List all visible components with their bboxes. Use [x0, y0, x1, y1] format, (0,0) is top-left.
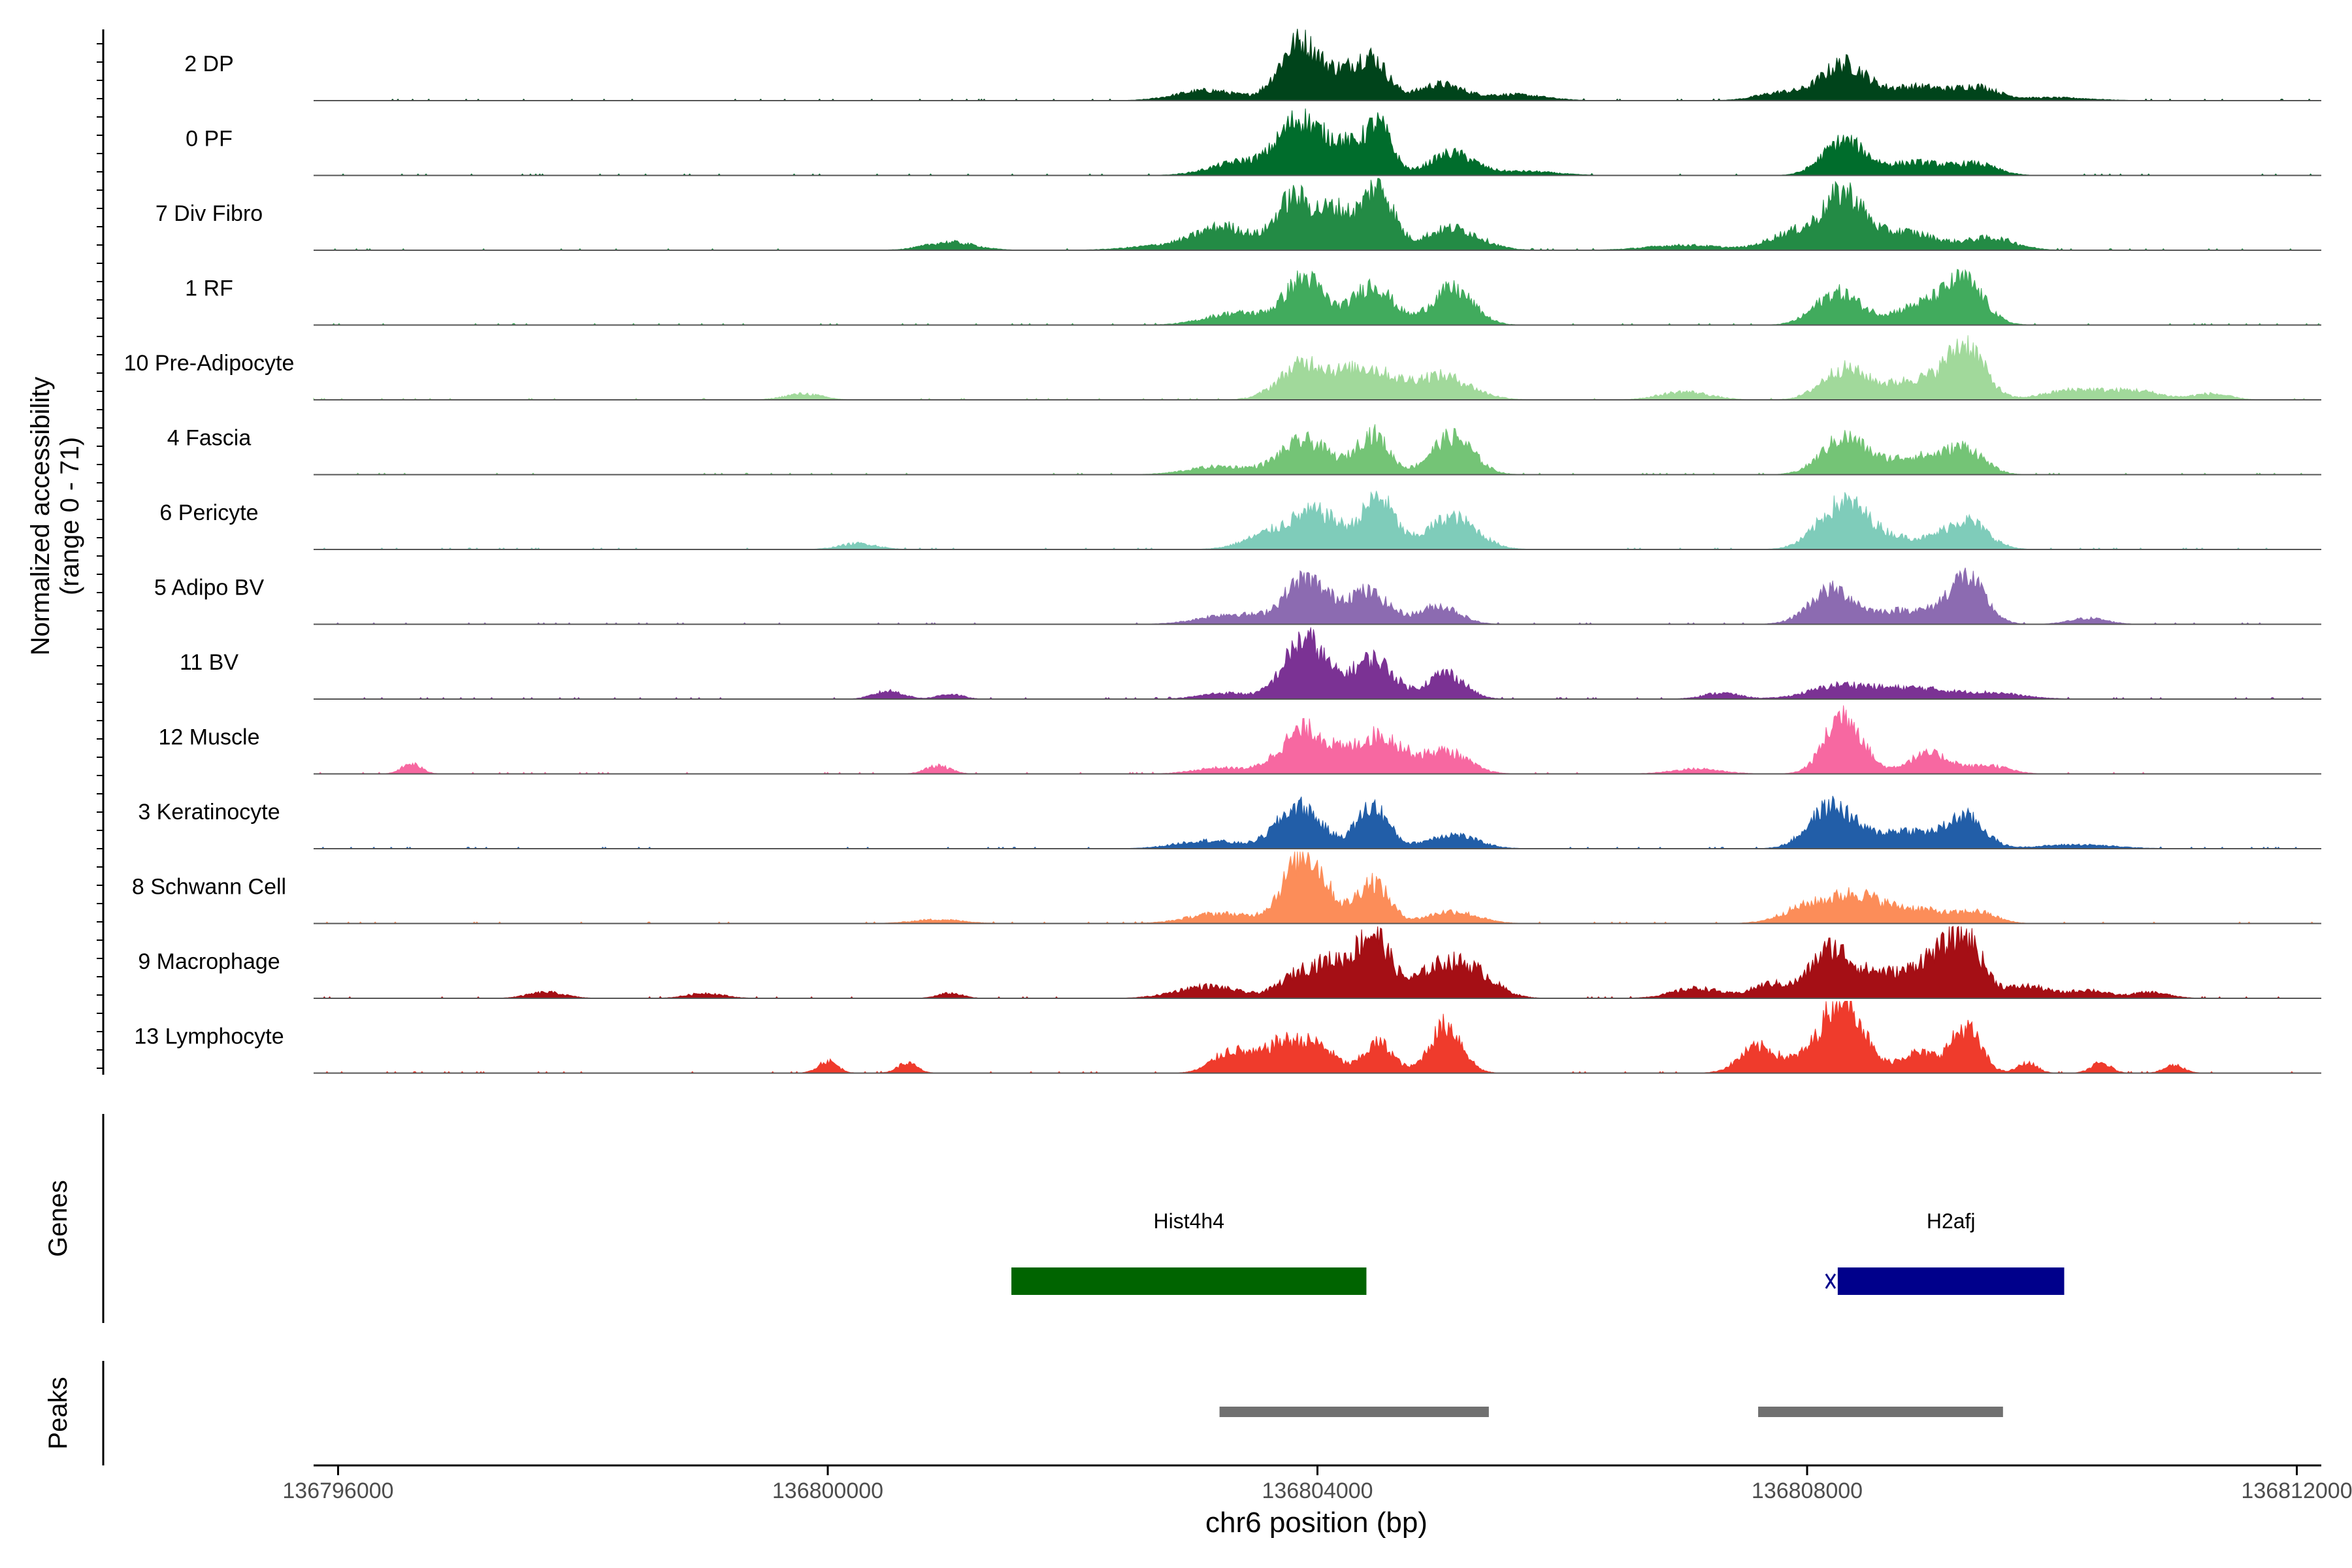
track-label: 1 RF	[185, 276, 233, 301]
track-label: 10 Pre-Adipocyte	[124, 351, 295, 376]
track-label: 0 PF	[186, 127, 233, 152]
coverage-area	[314, 1001, 2321, 1074]
genes-panel-title: Genes	[44, 1180, 73, 1257]
track-label: 9 Macrophage	[138, 949, 280, 974]
x-tick-label: 136808000	[1752, 1478, 1863, 1503]
track-0-pf: 0 PF	[186, 108, 2321, 176]
x-axis-label: chr6 position (bp)	[1205, 1507, 1428, 1539]
x-tick-label: 136796000	[282, 1478, 393, 1503]
track-7-div-fibro: 7 Div Fibro	[155, 178, 2321, 251]
x-axis-ticks: 136796000 136800000 136804000 136808000 1368…	[282, 1465, 2352, 1503]
coverage-area	[314, 567, 2321, 625]
track-label: 12 Muscle	[159, 725, 260, 750]
coverage-y-axis	[97, 29, 105, 1075]
coverage-area	[314, 705, 2321, 775]
gene-body	[1837, 1267, 2065, 1295]
coverage-area	[314, 796, 2321, 849]
peak-region	[1219, 1407, 1489, 1417]
coverage-area	[314, 926, 2321, 999]
track-label: 4 Fascia	[167, 426, 252, 451]
track-label: 2 DP	[184, 52, 234, 76]
x-tick-label: 136800000	[772, 1478, 883, 1503]
strand-marker	[1825, 1273, 1837, 1289]
track-8-schwann-cell: 8 Schwann Cell	[132, 851, 2321, 924]
coverage-area	[314, 28, 2321, 101]
coverage-area	[314, 178, 2321, 251]
gene-body	[1011, 1267, 1367, 1295]
track-5-adipo-bv: 5 Adipo BV	[154, 567, 2321, 625]
track-label: 13 Lymphocyte	[134, 1024, 284, 1049]
coverage-area	[314, 851, 2321, 924]
track-13-lymphocyte: 13 Lymphocyte	[134, 1001, 2321, 1074]
track-label: 8 Schwann Cell	[132, 875, 286, 900]
coverage-tracks: 2 DP 0 PF 7 Div Fibro 1 RF 10 Pre-Adipocyte 4…	[124, 28, 2321, 1074]
gene-hist4h4: Hist4h4	[1011, 1209, 1367, 1295]
x-tick-label: 136804000	[1262, 1478, 1373, 1503]
track-3-keratinocyte: 3 Keratinocyte	[138, 796, 2321, 849]
coverage-area	[314, 108, 2321, 176]
x-tick-label: 136812000	[2241, 1478, 2352, 1503]
track-10-pre-adipocyte: 10 Pre-Adipocyte	[124, 335, 2321, 400]
peaks-track	[1219, 1407, 2003, 1417]
track-2-dp: 2 DP	[184, 28, 2321, 101]
coverage-area	[313, 335, 2321, 400]
genes-track: Hist4h4 H2afj	[1011, 1209, 2065, 1295]
y-axis-label-line1: Normalized accessibility	[26, 377, 55, 656]
coverage-area	[314, 627, 2321, 700]
y-axis-label-line2: (range 0 - 71)	[56, 437, 84, 595]
track-label: 7 Div Fibro	[155, 201, 263, 226]
track-label: 11 BV	[180, 650, 238, 675]
track-4-fascia: 4 Fascia	[167, 424, 2321, 476]
coverage-area	[314, 424, 2321, 476]
coverage-area	[314, 491, 2321, 550]
gene-label: Hist4h4	[1154, 1209, 1225, 1233]
track-label: 6 Pericyte	[159, 500, 258, 525]
peak-region	[1758, 1407, 2003, 1417]
peaks-panel-title: Peaks	[44, 1377, 73, 1449]
track-9-macrophage: 9 Macrophage	[138, 926, 2321, 999]
track-11-bv: 11 BV	[180, 627, 2321, 700]
gene-h2afj: H2afj	[1837, 1209, 2065, 1295]
coverage-area	[314, 269, 2321, 326]
track-label: 5 Adipo BV	[154, 576, 265, 600]
track-label: 3 Keratinocyte	[138, 800, 280, 825]
track-1-rf: 1 RF	[185, 269, 2321, 326]
gene-label: H2afj	[1927, 1209, 1976, 1233]
track-6-pericyte: 6 Pericyte	[159, 491, 2321, 550]
track-12-muscle: 12 Muscle	[159, 705, 2321, 775]
